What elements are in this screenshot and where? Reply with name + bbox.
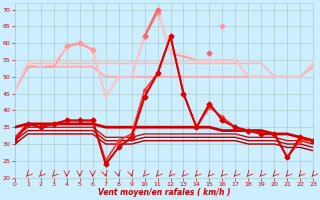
X-axis label: Vent moyen/en rafales ( km/h ): Vent moyen/en rafales ( km/h ) bbox=[98, 188, 230, 197]
